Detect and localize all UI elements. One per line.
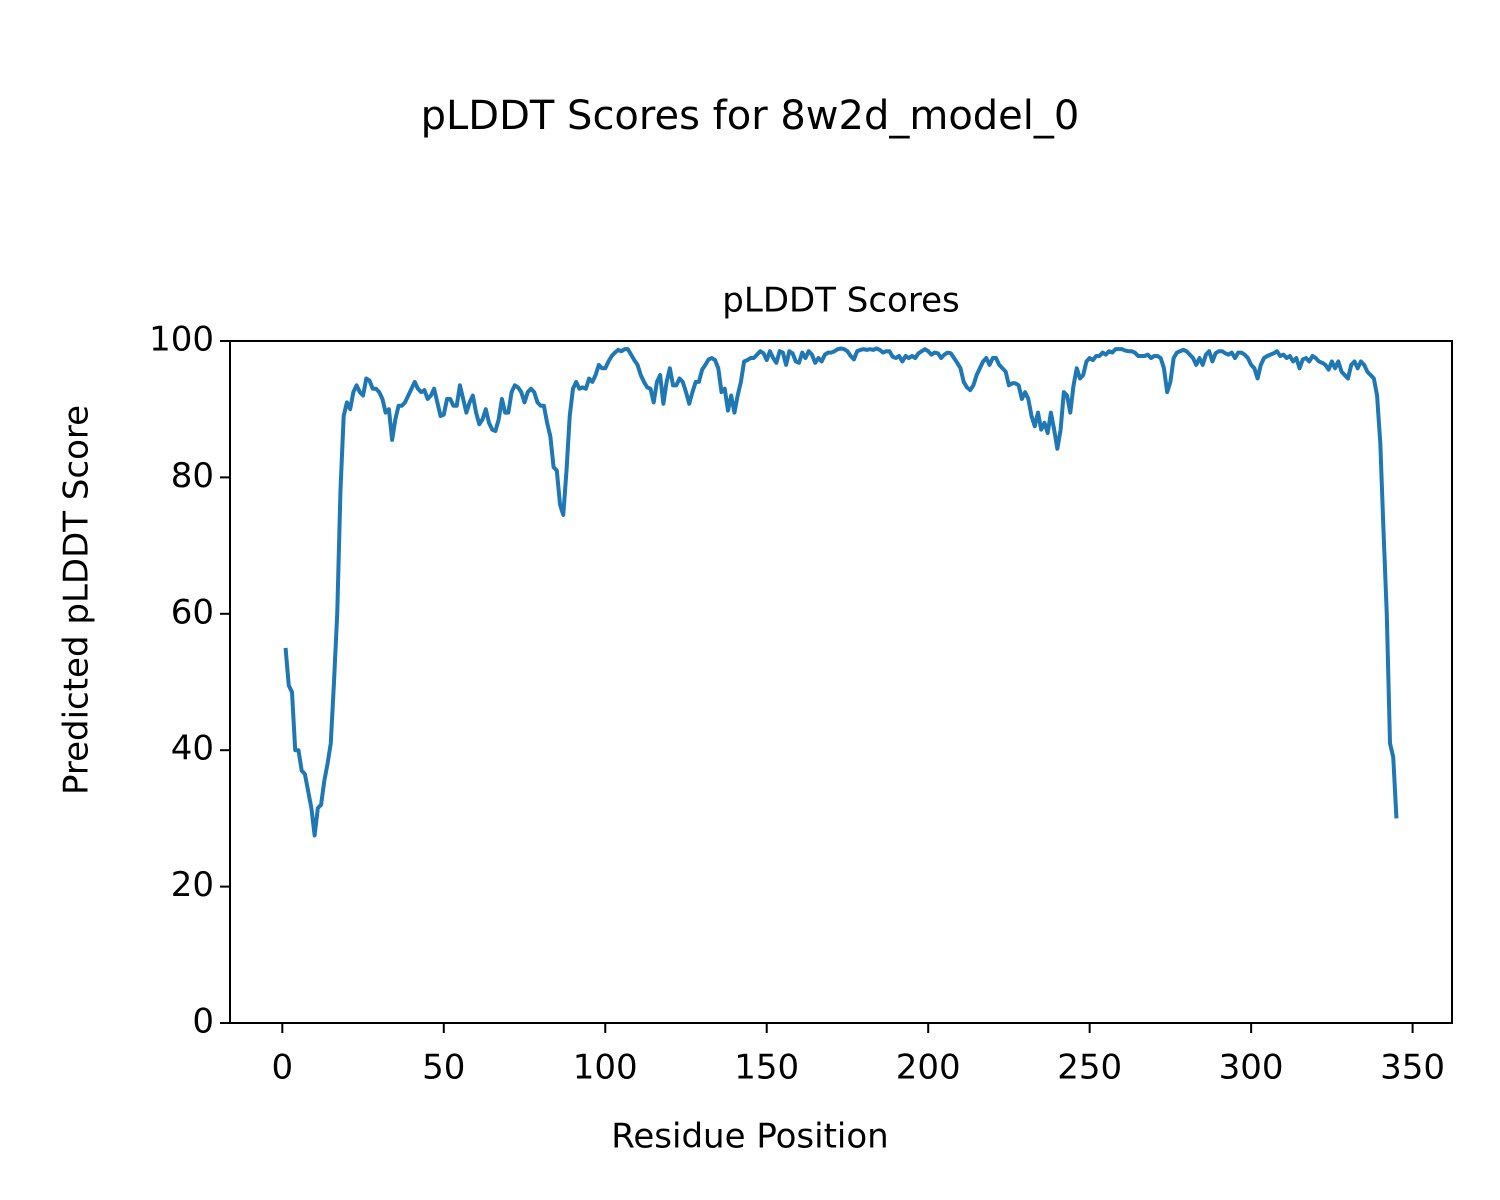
y-tick-label: 40 — [171, 729, 214, 769]
x-tick-label: 250 — [1057, 1048, 1122, 1088]
x-axis-label: Residue Position — [611, 1117, 888, 1157]
axes-title: pLDDT Scores — [722, 281, 959, 321]
data-line — [283, 346, 1399, 838]
x-tick-label: 350 — [1380, 1048, 1445, 1088]
y-tick-label: 100 — [149, 320, 214, 360]
x-tick-label: 300 — [1219, 1048, 1284, 1088]
y-tick-label: 60 — [171, 592, 214, 632]
y-axis-label: Predicted pLDDT Score — [57, 405, 97, 795]
plot-frame — [229, 340, 1453, 1024]
chart-title: pLDDT Scores for 8w2d_model_0 — [421, 93, 1080, 139]
x-tick-label: 50 — [422, 1048, 465, 1088]
y-tick-label: 80 — [171, 456, 214, 496]
x-tick-label: 150 — [734, 1048, 799, 1088]
x-tick-label: 0 — [271, 1048, 293, 1088]
y-tick-label: 20 — [171, 865, 214, 905]
y-tick-label: 0 — [192, 1002, 214, 1042]
x-tick-label: 200 — [896, 1048, 961, 1088]
x-tick-label: 100 — [573, 1048, 638, 1088]
